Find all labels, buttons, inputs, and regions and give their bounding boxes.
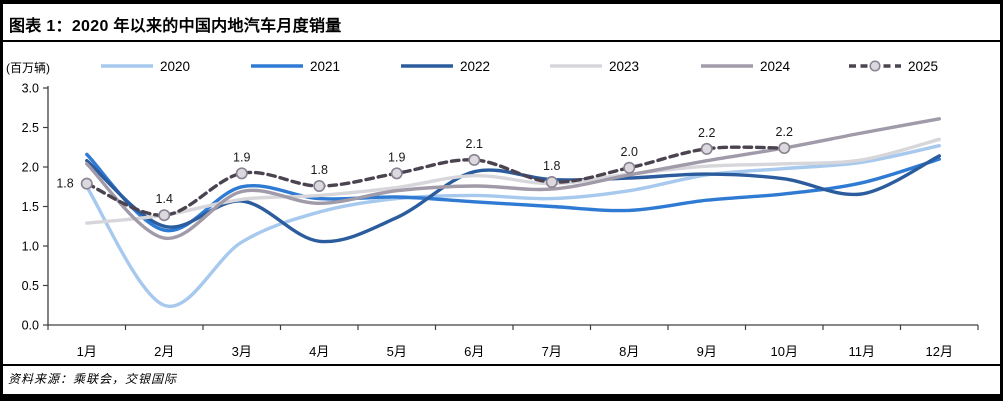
- series-marker-2025: [468, 153, 481, 166]
- legend-label-2021: 2021: [310, 58, 341, 74]
- data-label-2025: 1.4: [156, 192, 173, 206]
- legend-line-2024-icon: [701, 64, 753, 68]
- series-marker-2025: [158, 209, 171, 222]
- x-axis-month-label: 6月: [464, 344, 484, 359]
- y-axis-unit-label: (百万辆): [6, 61, 50, 75]
- series-marker-2025: [700, 142, 713, 155]
- series-marker-2025: [80, 177, 93, 190]
- y-axis-tick-label: 2.5: [22, 121, 39, 135]
- title-divider: [0, 40, 1003, 42]
- y-axis-tick-label: 1.0: [22, 240, 39, 254]
- legend-item-2022: 2022: [400, 57, 490, 75]
- data-label-2025: 2.2: [776, 125, 793, 139]
- x-axis-month-label: 8月: [619, 344, 639, 359]
- x-axis-month-label: 12月: [926, 344, 953, 359]
- legend-item-2023: 2023: [549, 57, 639, 75]
- legend-line-2020-icon: [101, 64, 153, 68]
- series-marker-2025: [623, 161, 636, 174]
- chart-title: 图表 1：2020 年以来的中国内地汽车月度销量: [9, 18, 342, 35]
- data-label-2025: 1.9: [233, 150, 250, 164]
- series-marker-2025: [390, 167, 403, 180]
- x-axis-month-label: 7月: [542, 344, 562, 359]
- legend-label-2023: 2023: [609, 58, 640, 74]
- legend-label-2024: 2024: [760, 58, 791, 74]
- data-label-2025: 2.0: [621, 145, 638, 159]
- data-label-2025: 1.8: [311, 163, 328, 177]
- data-label-2025: 2.2: [698, 126, 715, 140]
- y-axis-tick-label: 2.0: [22, 161, 39, 175]
- source-note: 资料来源：乘联会，交银国际: [8, 372, 178, 386]
- source-divider: [0, 364, 1003, 366]
- data-label-2025: 1.9: [388, 150, 405, 164]
- series-line-2020: [85, 144, 941, 308]
- data-label-2025: 1.8: [56, 177, 73, 191]
- legend-item-2025: 2025: [848, 57, 938, 75]
- legend-label-2020: 2020: [160, 58, 191, 74]
- x-axis-month-label: 4月: [309, 344, 329, 359]
- legend-line-2022-icon: [401, 64, 453, 68]
- x-axis-month-label: 1月: [77, 344, 97, 359]
- series-marker-2025: [545, 176, 558, 189]
- legend-item-2020: 2020: [100, 57, 190, 75]
- x-axis-month-label: 3月: [232, 344, 252, 359]
- series-marker-2025: [235, 167, 248, 180]
- legend-label-2022: 2022: [460, 58, 491, 74]
- x-axis-month-label: 2月: [154, 344, 174, 359]
- series-marker-2025: [313, 179, 326, 192]
- legend-label-2025: 2025: [908, 58, 939, 74]
- y-axis-tick-label: 0.5: [22, 279, 39, 293]
- legend-line-2023-icon: [550, 64, 602, 68]
- series-line-2021: [85, 152, 941, 233]
- x-axis-month-label: 9月: [697, 344, 717, 359]
- series-line-2023: [85, 137, 941, 225]
- data-label-2025: 2.1: [466, 137, 483, 151]
- series-line-2025: [85, 145, 786, 217]
- y-axis-tick-label: 1.5: [22, 200, 39, 214]
- series-line-2022: [85, 154, 941, 244]
- y-axis-tick-label: 3.0: [22, 82, 39, 96]
- x-axis-month-label: 5月: [387, 344, 407, 359]
- x-axis-month-label: 11月: [849, 344, 876, 359]
- x-axis-month-label: 10月: [771, 344, 798, 359]
- legend-line-2021-icon: [251, 64, 303, 68]
- legend-item-2024: 2024: [700, 57, 790, 75]
- y-axis-tick-label: 0.0: [22, 319, 39, 333]
- series-marker-2025: [778, 142, 791, 155]
- legend-line-2025-icon: [849, 60, 901, 72]
- legend-item-2021: 2021: [250, 57, 340, 75]
- data-label-2025: 1.8: [543, 159, 560, 173]
